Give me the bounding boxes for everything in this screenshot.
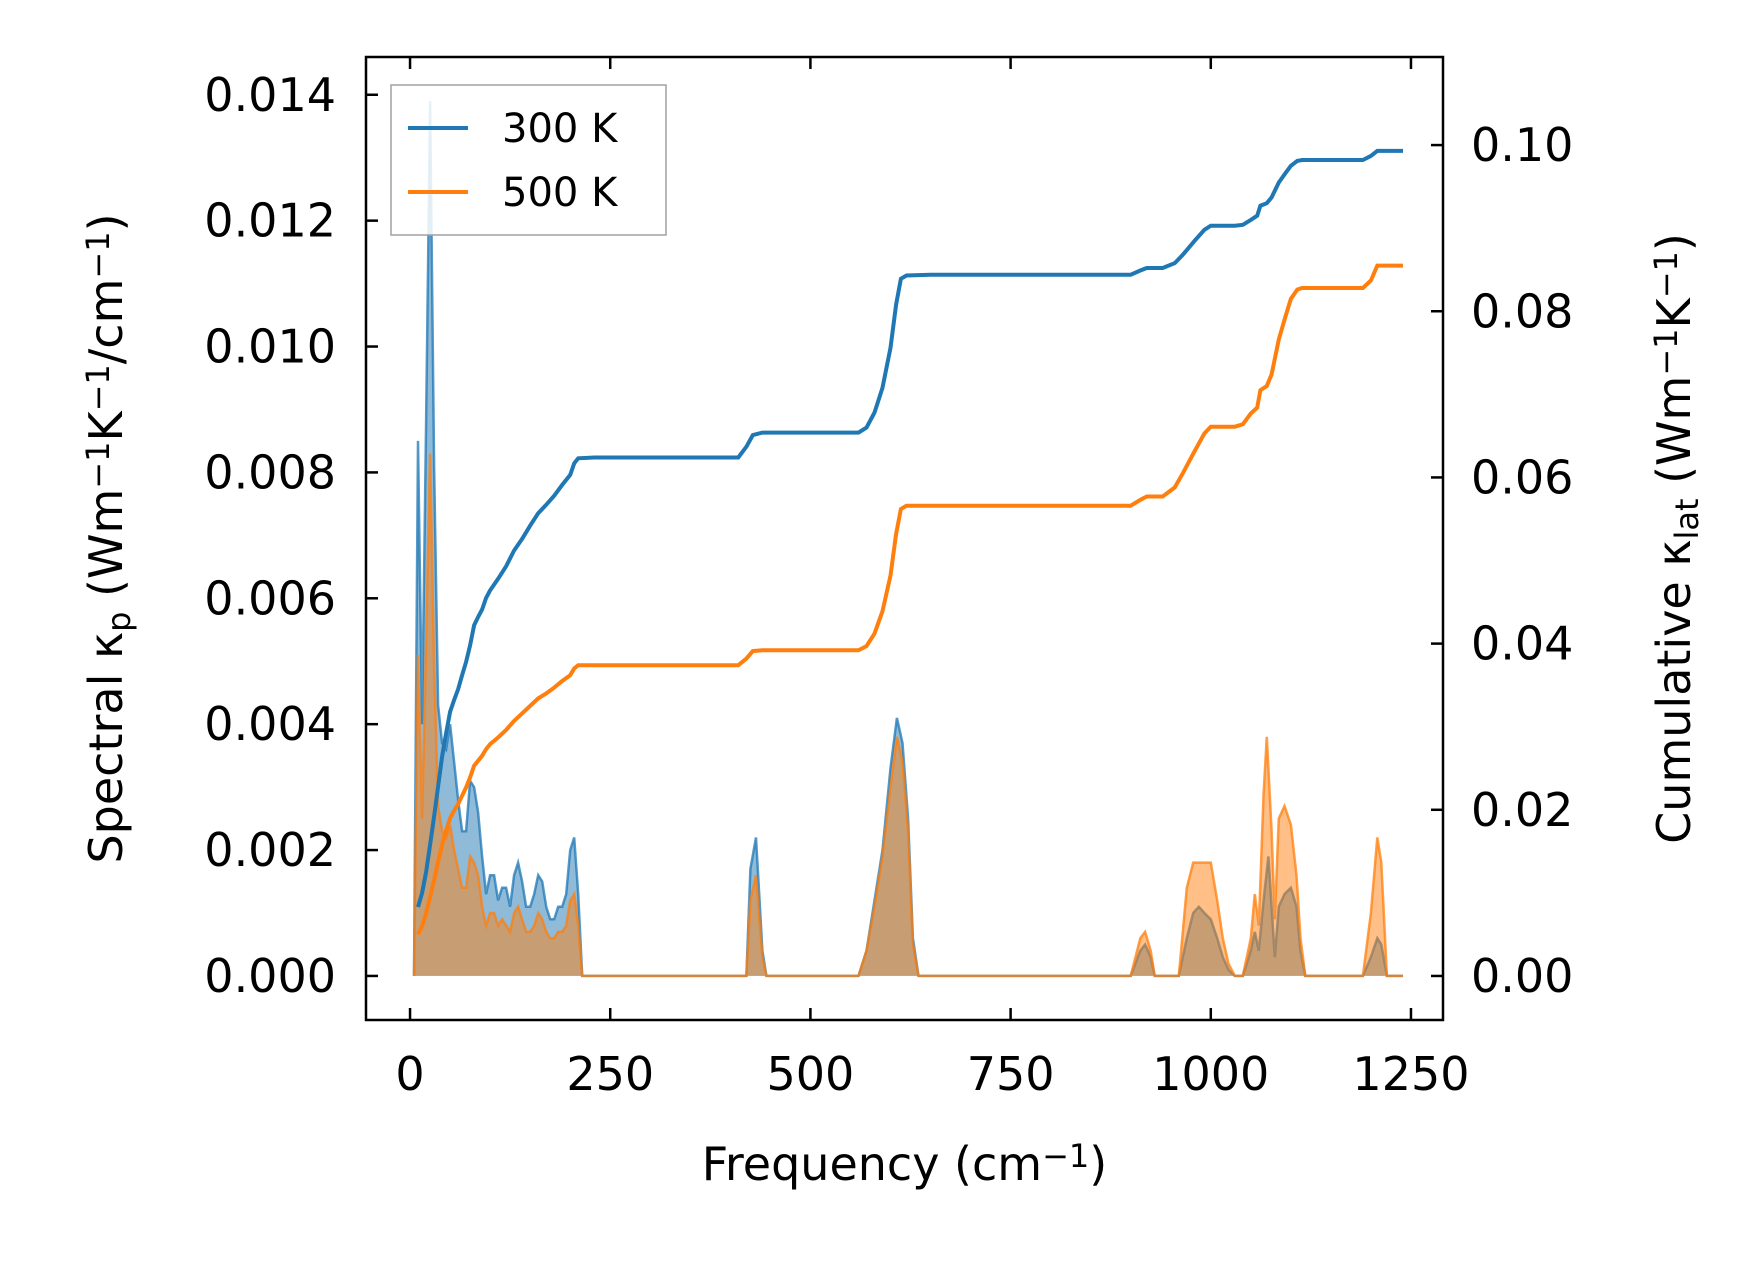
y-left-tick-label: 0.012 — [204, 194, 336, 248]
y-right-tick-label: 0.06 — [1471, 450, 1573, 504]
spectral-line-500k — [412, 453, 1403, 978]
y-left-tick-label: 0.008 — [204, 445, 336, 499]
x-axis-title: Frequency (cm−1) — [702, 1137, 1107, 1191]
legend-label: 300 K — [502, 106, 619, 152]
y-left-tick-label: 0.006 — [204, 571, 336, 625]
legend-box — [390, 84, 667, 236]
y-left-axis-title: Spectral κp (Wm−1K−1/cm−1) — [79, 213, 138, 863]
cumulative-line-layer — [416, 148, 1403, 936]
y-right-tick-label: 0.04 — [1471, 617, 1573, 671]
y-right-axis-title: Cumulative κlat (Wm−1K−1) — [1647, 233, 1706, 844]
legend: 300 K 500 K — [390, 84, 667, 236]
y-left-tick-label: 0.004 — [204, 697, 336, 751]
x-tick-label: 250 — [566, 1047, 654, 1101]
y-left-tick-label: 0.010 — [204, 320, 336, 374]
spectral-area-layer — [412, 101, 1403, 978]
axes-layer: 0 250 500 750 1000 1250 0.000 0.002 0.004 0.006 0.… — [79, 55, 1706, 1191]
y-right-tick-label: 0.00 — [1471, 949, 1573, 1003]
cumulative-line-300k — [416, 148, 1403, 908]
y-right-tick-label: 0.08 — [1471, 284, 1573, 338]
x-tick-label: 500 — [767, 1047, 855, 1101]
x-tick-label: 1000 — [1152, 1047, 1269, 1101]
y-left-tick-label: 0.014 — [204, 68, 336, 122]
plot-frame — [364, 55, 1445, 1022]
y-left-tick-label: 0.002 — [204, 823, 336, 877]
x-tick-label: 750 — [967, 1047, 1055, 1101]
y-right-tick-label: 0.02 — [1471, 783, 1573, 837]
x-tick-label: 0 — [395, 1047, 424, 1101]
x-tick-label: 1250 — [1352, 1047, 1469, 1101]
legend-label: 500 K — [502, 170, 619, 216]
y-right-tick-label: 0.10 — [1471, 118, 1573, 172]
cumulative-line-500k — [416, 263, 1403, 936]
y-left-tick-label: 0.000 — [204, 949, 336, 1003]
